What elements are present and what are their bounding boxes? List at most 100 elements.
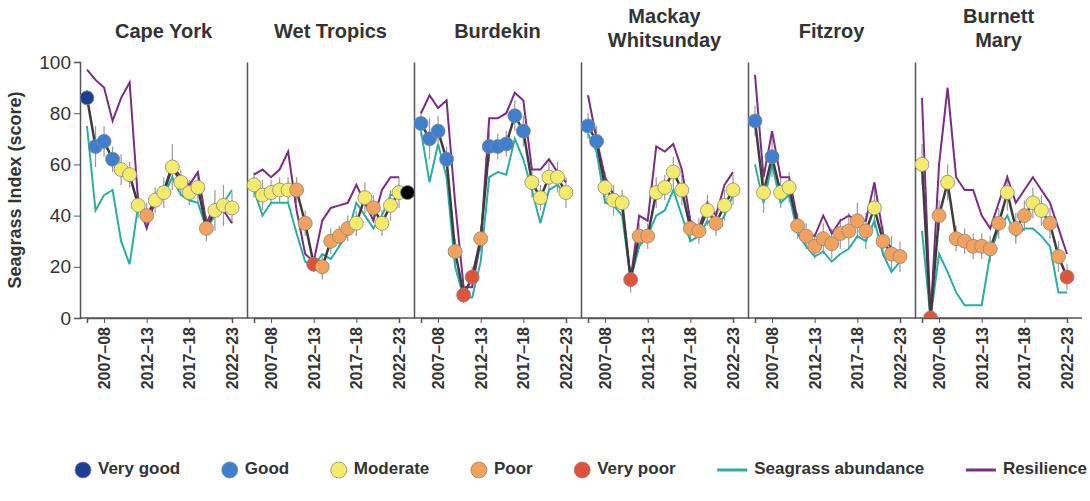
x-axis: 2007–082012–132017–182022–23 [923,318,1077,389]
index-point [692,224,706,238]
legend-label: Seagrass abundance [754,459,924,478]
index-point [525,175,539,189]
axis-line [247,63,249,319]
index-point [199,221,213,235]
legend-swatch [471,462,487,478]
index-point [876,234,890,248]
x-tick: 2022–23 [558,318,575,389]
x-tick: 2007–08 [764,318,781,389]
legend-item: Resilience [966,459,1087,478]
x-tick-label: 2022–23 [1059,327,1076,389]
x-tick: 2017–18 [682,318,699,389]
y-tick: 80 [50,103,80,124]
index-point [1017,209,1031,223]
marks [915,88,1074,318]
index-point [932,209,946,223]
x-tick-label: 2022–23 [892,327,909,389]
tick-mark [74,62,80,63]
tick-mark [772,318,773,323]
panel: Fitzroy 2007–08 2012–13 2017–18 2022–23 [748,20,915,389]
x-tick: 2022–23 [224,318,241,389]
index-point [123,168,137,182]
x-tick: 2012–13 [640,318,657,389]
index-point [533,191,547,205]
x-tick-label: 2007–08 [430,327,447,389]
legend-label: Moderate [354,459,430,478]
index-point [615,196,629,210]
tick-mark [74,216,80,217]
legend-label: Very poor [597,459,676,478]
x-tick-label: 2012–13 [640,327,657,389]
x-tick: 2022–23 [391,318,408,389]
series-line [588,134,733,280]
y-tick: 60 [50,154,80,175]
index-point [726,183,740,197]
index-point [867,201,881,215]
index-point [165,160,179,174]
x-tick: 2007–08 [931,318,948,389]
axis-line [915,63,917,319]
index-point [666,165,680,179]
x-tick-label: 2012–13 [974,327,991,389]
index-point [440,152,454,166]
index-point [915,157,929,171]
index-point [859,224,873,238]
index-point [748,114,762,128]
x-axis: 2007–082012–132017–182022–23 [589,318,743,389]
panel-title: Fitzroy [799,20,865,42]
index-point [992,216,1006,230]
marks [247,62,414,280]
x-tick-label: 2022–23 [725,327,742,389]
y-axis [748,63,749,319]
index-point [717,198,731,212]
x-tick: 2017–18 [849,318,866,389]
y-axis [581,63,582,319]
y-tick: 40 [50,205,80,226]
x-tick-label: 2022–23 [224,327,241,389]
tick-mark [74,318,80,319]
axis-line [88,319,233,324]
axis-line [923,319,1068,324]
y-tick-label: 100 [39,52,71,73]
marks [80,70,239,265]
tick-mark [104,318,105,323]
index-point [516,124,530,138]
tick-mark [1024,318,1025,323]
tick-mark [733,318,734,323]
tick-mark [939,318,940,323]
index-point [1000,186,1014,200]
panel-title: Cape York [115,20,213,42]
index-point [765,150,779,164]
y-tick-label: 0 [60,308,71,329]
legend-item: Seagrass abundance [717,459,924,478]
index-point [383,198,397,212]
index-point [893,250,907,264]
index-point [401,186,414,200]
axis-line [74,63,81,319]
x-tick: 2017–18 [515,318,532,389]
tick-mark [900,318,901,323]
index-point [290,183,304,197]
x-tick-label: 2007–08 [931,327,948,389]
x-tick-label: 2017–18 [181,327,198,389]
index-point [924,311,938,318]
panel-title: Wet Tropics [274,20,387,42]
index-point [590,134,604,148]
y-tick: 0 [60,308,80,329]
legend-label: Very good [98,459,180,478]
index-point [709,216,723,230]
tick-mark [147,318,148,323]
tick-mark [314,318,315,323]
panel: BurnettMary2007–082012–132017–182022–23 [915,5,1082,389]
legend-swatch [331,462,347,478]
panel-title: Mackay [628,5,701,27]
index-point [1051,250,1065,264]
series-line [254,152,399,262]
tick-mark [74,267,80,268]
tick-mark [815,318,816,323]
index-point [225,201,239,215]
index-point [1009,221,1023,235]
axis-line [748,63,750,319]
x-tick-label: 2012–13 [807,327,824,389]
marks [748,75,907,272]
